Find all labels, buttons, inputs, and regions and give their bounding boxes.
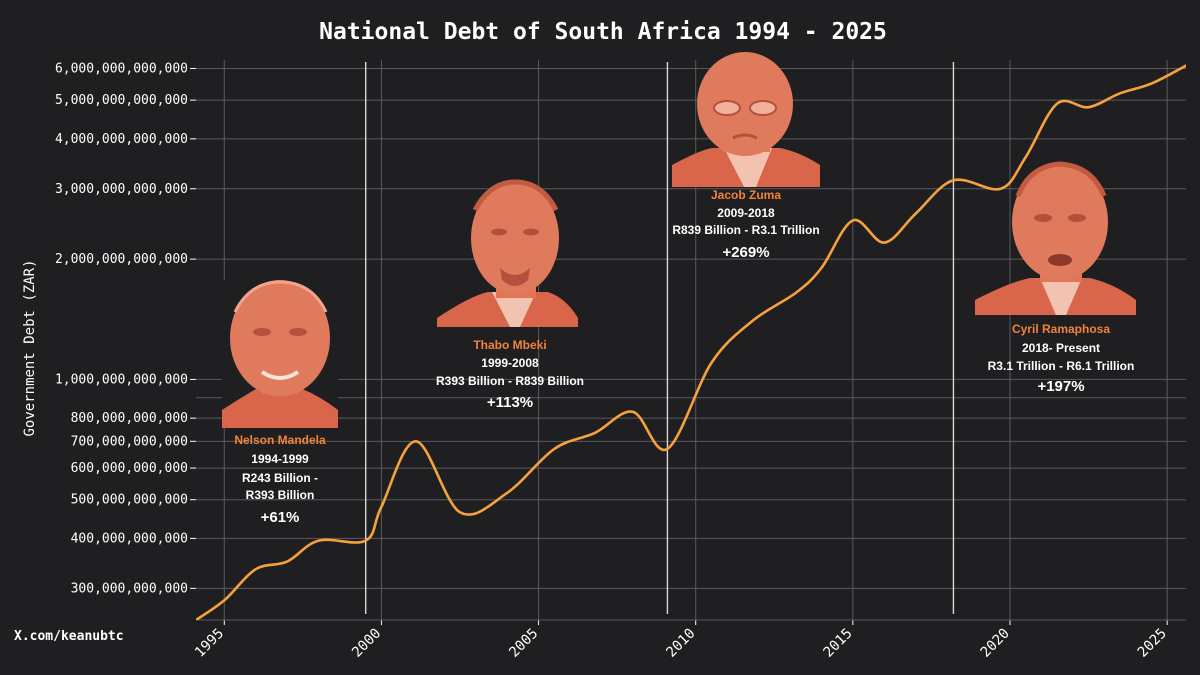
x-tick-label: 2005	[506, 626, 541, 661]
x-tick-label: 2015	[821, 626, 856, 661]
ramaphosa-portrait	[975, 161, 1136, 315]
mandela-name: Nelson Mandela	[234, 433, 326, 447]
y-tick-label: 2,000,000,000,000	[55, 252, 188, 267]
x-tick-label: 2010	[663, 626, 698, 661]
ramaphosa-years: 2018- Present	[1022, 341, 1100, 355]
president-portraits	[222, 52, 1136, 428]
horizontal-gridlines	[196, 67, 1186, 589]
y-tick-label: 600,000,000,000	[71, 461, 188, 476]
annotation-ramaphosa: Cyril Ramaphosa 2018- Present R3.1 Trill…	[988, 322, 1135, 395]
zuma-name: Jacob Zuma	[711, 188, 781, 202]
mbeki-name: Thabo Mbeki	[473, 338, 546, 352]
credit-text: X.com/keanubtc	[14, 629, 124, 644]
annotation-mbeki: Thabo Mbeki 1999-2008 R393 Billion - R83…	[436, 338, 584, 411]
zuma-change: +269%	[722, 244, 769, 261]
mandela-portrait	[222, 280, 338, 428]
y-tick-label: 5,000,000,000,000	[55, 93, 188, 108]
y-tick-label: 1,000,000,000,000	[55, 372, 188, 387]
y-tick-label: 400,000,000,000	[71, 531, 188, 546]
mbeki-change: +113%	[487, 394, 533, 411]
y-axis-label: Government Debt (ZAR)	[22, 259, 38, 436]
y-tick-label: 800,000,000,000	[71, 411, 188, 426]
ramaphosa-name: Cyril Ramaphosa	[1012, 322, 1110, 336]
mandela-range-2: R393 Billion	[246, 488, 315, 502]
x-tick-label: 2020	[978, 626, 1013, 661]
mandela-range-1: R243 Billion -	[242, 471, 318, 485]
mbeki-years: 1999-2008	[481, 356, 539, 370]
debt-series-line	[196, 64, 1186, 620]
annotation-mandela: Nelson Mandela 1994-1999 R243 Billion - …	[234, 433, 326, 526]
annotation-zuma: Jacob Zuma 2009-2018 R839 Billion - R3.1…	[672, 188, 819, 261]
x-axis-ticks: 1995 2000 2005 2010 2015 2020 2025	[192, 619, 1186, 661]
mandela-years: 1994-1999	[251, 452, 309, 466]
mbeki-range: R393 Billion - R839 Billion	[436, 374, 584, 388]
x-tick-label: 2025	[1135, 626, 1170, 661]
y-tick-label: 3,000,000,000,000	[55, 182, 188, 197]
chart-title: National Debt of South Africa 1994 - 202…	[319, 19, 887, 45]
x-tick-label: 1995	[192, 626, 227, 661]
mandela-change: +61%	[261, 509, 300, 526]
y-tick-label: 6,000,000,000,000	[55, 61, 188, 76]
zuma-years: 2009-2018	[717, 206, 775, 220]
ramaphosa-change: +197%	[1037, 378, 1084, 395]
zuma-range: R839 Billion - R3.1 Trillion	[672, 223, 819, 237]
ramaphosa-range: R3.1 Trillion - R6.1 Trillion	[988, 359, 1135, 373]
mbeki-portrait	[437, 179, 578, 327]
y-tick-label: 300,000,000,000	[71, 581, 188, 596]
y-tick-label: 700,000,000,000	[71, 434, 188, 449]
y-tick-label: 500,000,000,000	[71, 493, 188, 508]
y-axis-ticks: 300,000,000,000 400,000,000,000 500,000,00…	[55, 61, 196, 596]
x-tick-label: 2000	[349, 626, 384, 661]
y-tick-label: 4,000,000,000,000	[55, 132, 188, 147]
zuma-portrait	[672, 52, 820, 187]
term-dividers	[365, 62, 955, 614]
